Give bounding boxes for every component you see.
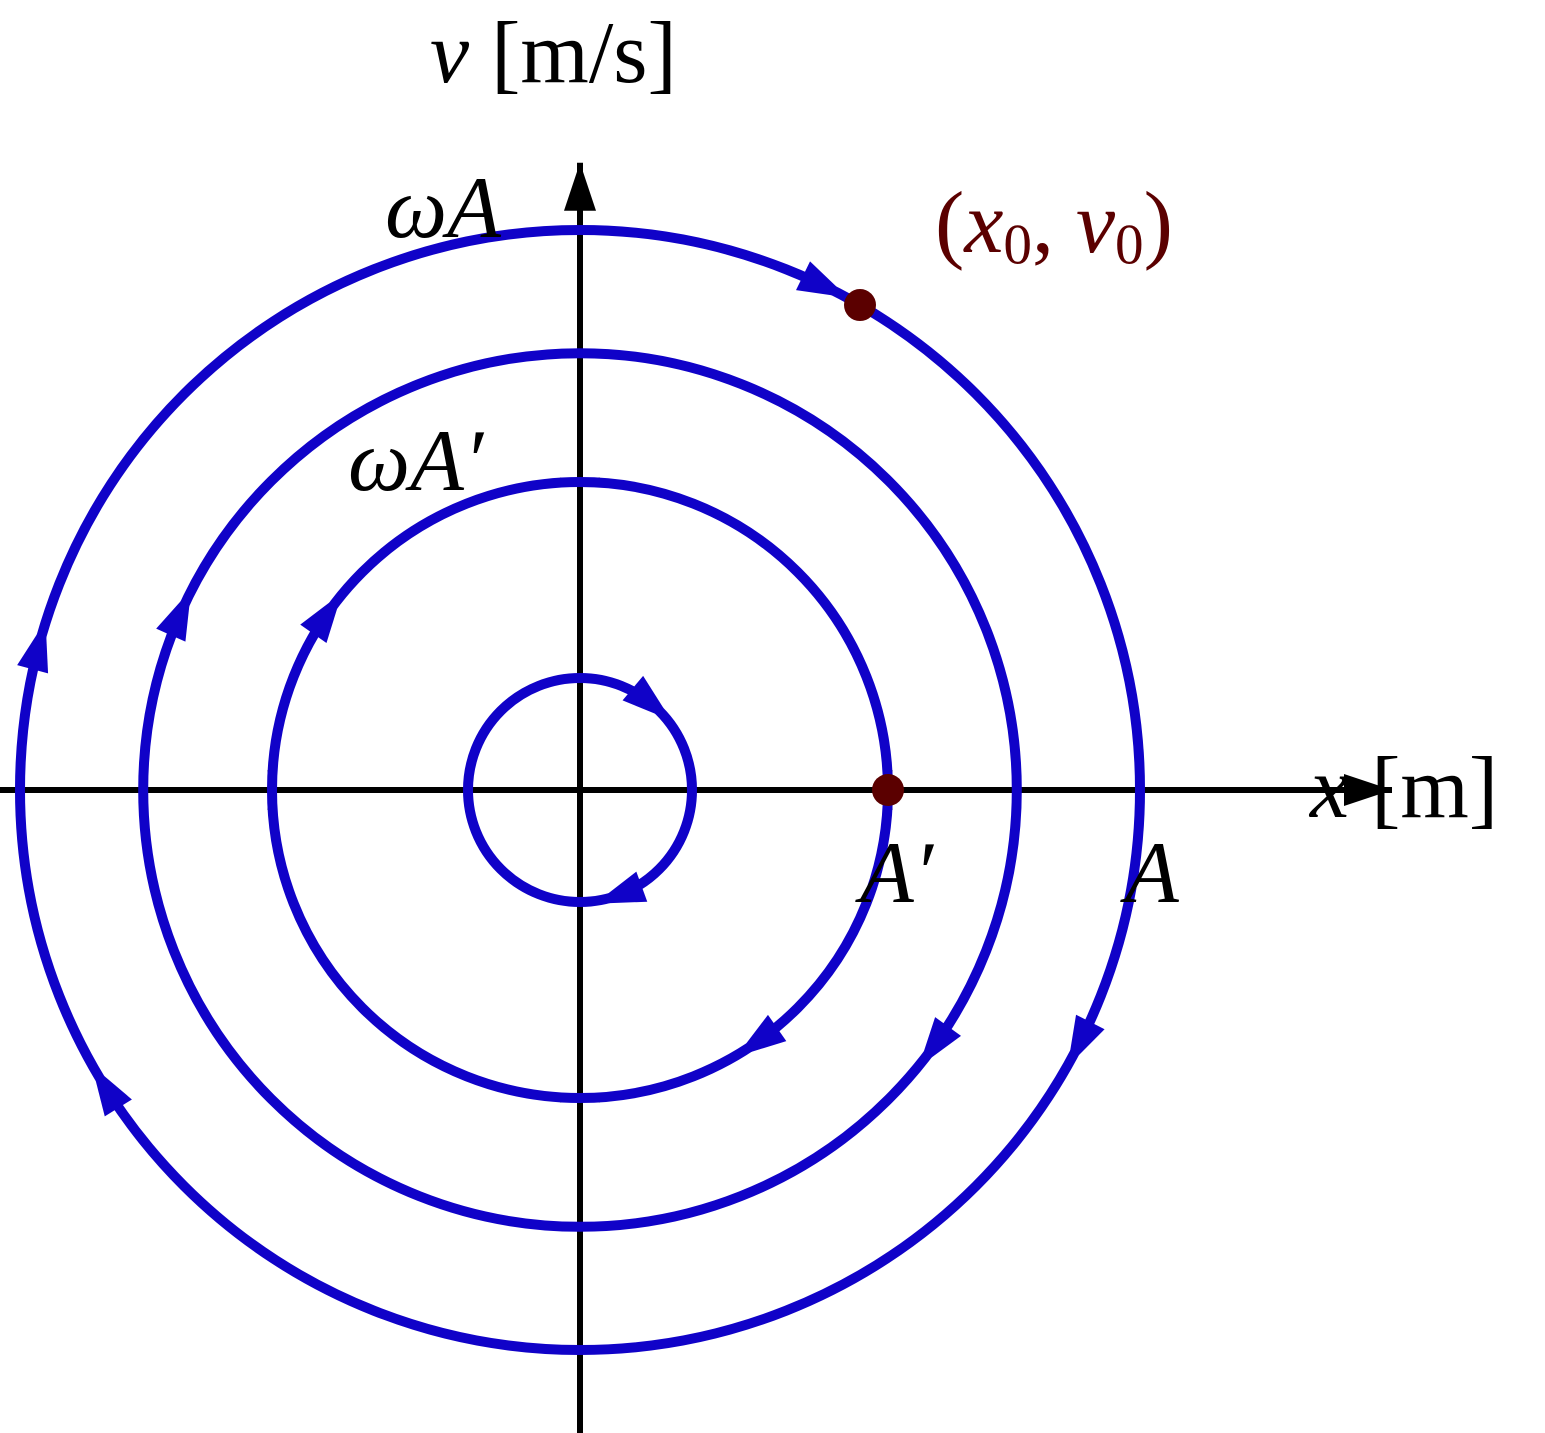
omega-Aprime-label: ωA′ (348, 418, 483, 506)
initial-point-label: (x0, v0) (935, 180, 1173, 274)
y-axis-unit: [m/s] (469, 5, 677, 102)
flow-arrow (300, 593, 342, 643)
y-axis-var: v (430, 5, 469, 102)
y-axis-arrow (564, 163, 596, 211)
A-label: A (1125, 830, 1179, 918)
phase-portrait-svg (0, 0, 1545, 1433)
marked-point-0 (844, 289, 876, 321)
x-axis-unit: [m] (1349, 740, 1498, 837)
omega-A-label: ωA (385, 165, 501, 253)
flow-arrow (1068, 1015, 1105, 1067)
x-axis-label: x [m] (1310, 745, 1498, 833)
flow-arrow (156, 589, 191, 641)
figure-stage: v [m/s] x [m] ωA ωA′ A A′ (x0, v0) (0, 0, 1545, 1433)
flow-arrow (595, 872, 647, 904)
marked-point-1 (872, 774, 904, 806)
flow-arrow (919, 1017, 961, 1067)
flow-arrow (92, 1066, 132, 1117)
flow-arrow (623, 676, 672, 720)
flow-arrow (17, 621, 48, 673)
y-axis-label: v [m/s] (430, 10, 677, 98)
flow-arrow (796, 261, 848, 297)
x-axis-var: x (1310, 740, 1349, 837)
Aprime-label: A′ (860, 830, 933, 918)
